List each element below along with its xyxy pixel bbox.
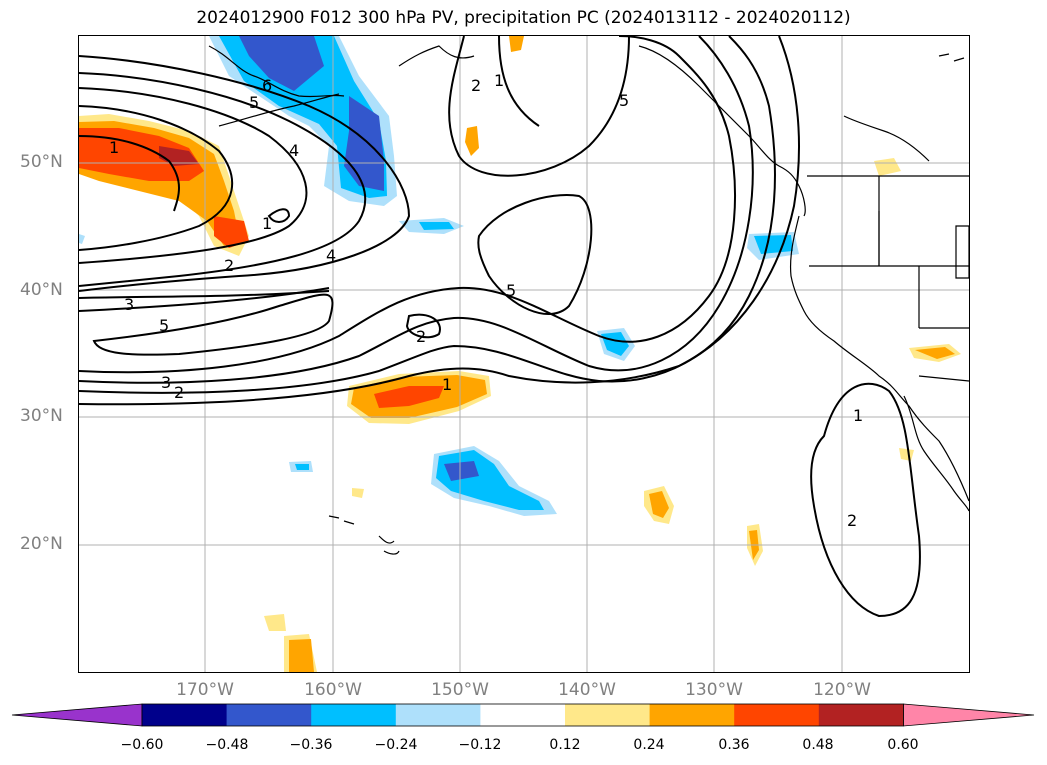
colorbar-tick: −0.60 <box>120 737 164 753</box>
lon-label: 160°W <box>304 680 362 700</box>
contour-label: 6 <box>262 76 272 95</box>
contour-label: 1 <box>442 375 452 394</box>
colorbar-segment <box>818 704 904 726</box>
map-svg: 6 5 4 1 1 2 4 3 5 3 2 2 1 5 2 1 5 1 2 <box>79 36 969 672</box>
colorbar-tick: 0.36 <box>718 737 750 753</box>
lat-label: 50°N <box>20 152 63 172</box>
colorbar-tick: 0.60 <box>887 737 919 753</box>
lon-label: 120°W <box>813 680 871 700</box>
pv-contours <box>79 36 921 618</box>
contour-label: 2 <box>416 327 426 346</box>
lat-label: 20°N <box>20 534 63 554</box>
contour-label: 3 <box>124 295 134 314</box>
contour-label: 3 <box>161 373 171 392</box>
page-title: 2024012900 F012 300 hPa PV, precipitatio… <box>196 8 851 28</box>
contour-label: 5 <box>619 91 629 110</box>
contour-label: 1 <box>494 71 504 90</box>
colorbar-extend-min <box>11 703 143 727</box>
colorbar-tick: −0.36 <box>289 737 333 753</box>
contour-label: 5 <box>249 93 259 112</box>
colorbar-tick: −0.24 <box>374 737 418 753</box>
colorbar-tick: −0.12 <box>458 737 502 753</box>
colorbar-segment <box>311 704 397 726</box>
graticule <box>79 36 969 672</box>
colorbar-tick: 0.12 <box>549 737 581 753</box>
contour-label: 4 <box>326 246 336 265</box>
colorbar-segment <box>649 704 735 726</box>
colorbar-segment <box>734 704 820 726</box>
colorbar-tick: 0.48 <box>802 737 834 753</box>
lon-label: 170°W <box>176 680 234 700</box>
colorbar-segments <box>11 703 1035 727</box>
contour-label: 4 <box>289 141 299 160</box>
contour-label: 2 <box>471 76 481 95</box>
colorbar-segment <box>395 704 481 726</box>
colorbar-segment <box>480 704 566 726</box>
contour-label: 2 <box>224 256 234 275</box>
colorbar <box>11 703 1035 727</box>
lat-label: 40°N <box>20 280 63 300</box>
colorbar-extend-max <box>903 703 1035 727</box>
lon-label: 130°W <box>685 680 743 700</box>
map-plot[interactable]: 6 5 4 1 1 2 4 3 5 3 2 2 1 5 2 1 5 1 2 <box>79 36 969 672</box>
colorbar-tick: 0.24 <box>633 737 665 753</box>
contour-label: 2 <box>174 383 184 402</box>
lon-label: 140°W <box>558 680 616 700</box>
precip-positive-shading <box>79 36 961 672</box>
colorbar-segment <box>226 704 312 726</box>
colorbar-outline <box>141 703 904 727</box>
contour-label: 1 <box>853 406 863 425</box>
colorbar-tick: −0.48 <box>205 737 249 753</box>
lon-label: 150°W <box>431 680 489 700</box>
colorbar-segment <box>565 704 651 726</box>
coastlines <box>208 45 969 555</box>
contour-label: 5 <box>159 316 169 335</box>
contour-label: 5 <box>506 281 516 300</box>
contour-label: 1 <box>262 214 272 233</box>
contour-label: 1 <box>109 138 119 157</box>
colorbar-segment <box>142 704 228 726</box>
contour-label-group: 6 5 4 1 1 2 4 3 5 3 2 2 1 5 2 1 5 1 2 <box>109 71 863 530</box>
lat-label: 30°N <box>20 406 63 426</box>
contour-label: 2 <box>847 511 857 530</box>
